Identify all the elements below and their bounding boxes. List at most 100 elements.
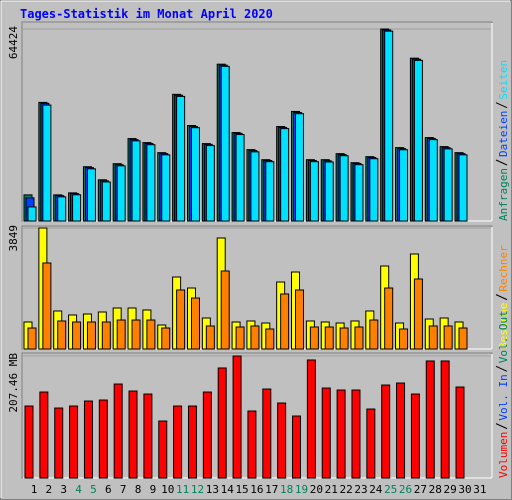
bar [146, 319, 156, 350]
x-tick-label: 6 [105, 483, 112, 496]
x-tick-label: 31 [473, 483, 486, 496]
bar [187, 405, 197, 479]
x-tick-label: 26 [399, 483, 412, 496]
bar [339, 327, 349, 350]
bar [173, 405, 183, 479]
bar [384, 287, 394, 350]
x-tick-label: 19 [295, 483, 308, 496]
bar [309, 326, 319, 350]
bar [265, 161, 275, 222]
bar [176, 95, 186, 222]
bar [101, 181, 111, 222]
x-tick-label: 22 [339, 483, 352, 496]
x-tick-label: 30 [458, 483, 471, 496]
bar [131, 319, 141, 350]
legend-label: Rechner [497, 245, 510, 292]
legend-label: Vol. Out [497, 310, 510, 363]
bar [72, 194, 82, 222]
x-tick-label: 12 [191, 483, 204, 496]
x-tick-label: 13 [206, 483, 219, 496]
x-tick-label: 29 [444, 483, 457, 496]
legend-separator [495, 365, 508, 372]
x-tick-label: 2 [46, 483, 53, 496]
legend-label: Vol. In [497, 374, 510, 420]
bar [128, 390, 138, 479]
bar [324, 161, 334, 222]
chart-title: Tages-Statistik im Monat April 2020 [20, 7, 273, 21]
bar [202, 391, 212, 479]
x-tick-label: 25 [384, 483, 397, 496]
legend-label: Dateien [497, 111, 510, 157]
bar [336, 389, 346, 479]
x-tick-label: 14 [221, 483, 235, 496]
legend-separator [495, 423, 508, 430]
bar [458, 327, 468, 350]
x-tick-label: 20 [310, 483, 323, 496]
bar [280, 128, 290, 222]
bar [116, 165, 126, 222]
x-tick-label: 11 [176, 483, 189, 496]
x-tick-label: 28 [429, 483, 442, 496]
bar [428, 325, 438, 350]
bar [101, 321, 111, 350]
bar [235, 134, 245, 222]
bar [27, 206, 37, 222]
bar [217, 367, 227, 479]
x-tick-label: 21 [325, 483, 338, 496]
bar [399, 149, 409, 222]
bar [69, 405, 79, 479]
bar [458, 154, 468, 222]
bar [39, 391, 49, 479]
bar [280, 293, 290, 350]
bar [339, 155, 349, 222]
bar [42, 104, 52, 222]
bar [295, 289, 305, 350]
bar [455, 386, 465, 479]
x-tick-label: 17 [265, 483, 278, 496]
bar [27, 327, 37, 350]
x-tick-label: 27 [414, 483, 427, 496]
bar [161, 327, 171, 350]
bar [116, 319, 126, 350]
bar [57, 196, 67, 222]
bar [262, 388, 272, 479]
y-tick-label: 207.46 MB [7, 353, 20, 413]
bar [54, 407, 64, 479]
bar [292, 415, 302, 479]
bar [42, 262, 52, 350]
y-tick-label: 3849 [7, 225, 20, 252]
legend: Anfragen Dateien Seiten [495, 60, 510, 221]
bar [396, 382, 406, 479]
bar [86, 168, 96, 222]
bar [366, 408, 376, 479]
x-tick-label: 15 [235, 483, 248, 496]
bar [205, 145, 215, 222]
bar [146, 144, 156, 222]
x-tick-label: 7 [120, 483, 127, 496]
x-tick-label: 5 [90, 483, 97, 496]
bar [220, 270, 230, 350]
legend-separator [495, 102, 508, 109]
bar [113, 383, 123, 479]
bar [440, 360, 450, 479]
bar [399, 328, 409, 350]
bar [158, 420, 168, 479]
bar [277, 402, 287, 479]
legend: Besuche Rechner [495, 245, 510, 349]
x-tick-label: 9 [150, 483, 157, 496]
y-tick-label: 64424 [7, 26, 20, 59]
x-tick-label: 4 [75, 483, 82, 496]
bar [57, 320, 67, 350]
bar [413, 278, 423, 350]
bar [369, 158, 379, 222]
bar [354, 326, 364, 350]
bar [354, 164, 364, 222]
bar [425, 360, 435, 479]
x-tick-label: 1 [31, 483, 38, 496]
x-tick-label: 8 [135, 483, 142, 496]
legend-separator [495, 294, 508, 301]
bar [250, 325, 260, 350]
legend-label: Besuche [497, 303, 510, 349]
bar [351, 389, 361, 479]
bar [321, 387, 331, 479]
